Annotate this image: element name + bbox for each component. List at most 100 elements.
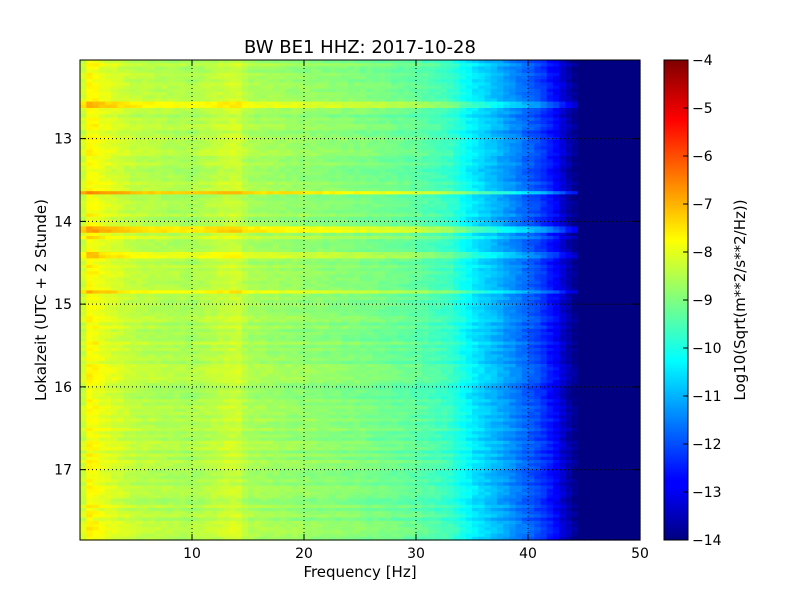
heatmap-cell [552, 111, 560, 115]
heatmap-cell [372, 159, 380, 163]
heatmap-cell [216, 76, 224, 80]
heatmap-cell [571, 88, 579, 93]
heatmap-cell [341, 229, 349, 234]
heatmap-cell [577, 232, 585, 237]
heatmap-cell [434, 159, 442, 163]
heatmap-cell [559, 92, 566, 96]
heatmap-cell [204, 220, 212, 224]
heatmap-cell [372, 162, 380, 167]
heatmap-cell [285, 69, 293, 74]
heatmap-cell [279, 168, 286, 173]
heatmap-cell [142, 165, 150, 170]
heatmap-cell [440, 149, 448, 154]
heatmap-cell [490, 220, 498, 224]
heatmap-cell [602, 111, 610, 115]
heatmap-cell [260, 63, 268, 67]
heatmap-cell [341, 159, 349, 163]
heatmap-cell [154, 226, 162, 231]
heatmap-cell [210, 159, 218, 163]
heatmap-cell [490, 152, 498, 157]
heatmap-cell [584, 162, 591, 167]
heatmap-cell [272, 143, 280, 147]
heatmap-cell [478, 200, 486, 205]
heatmap-cell [490, 88, 498, 93]
heatmap-cell [341, 178, 349, 183]
heatmap-cell [515, 149, 523, 154]
heatmap-cell [378, 82, 386, 87]
heatmap-cell [248, 232, 255, 237]
heatmap-cell [210, 143, 218, 147]
heatmap-cell [111, 130, 118, 135]
heatmap-cell [173, 101, 181, 106]
heatmap-cell [297, 236, 305, 240]
heatmap-cell [484, 117, 492, 122]
heatmap-cell [384, 98, 392, 103]
heatmap-cell [540, 210, 548, 215]
heatmap-cell [117, 143, 125, 147]
heatmap-cell [279, 229, 286, 234]
heatmap-cell [596, 104, 604, 109]
heatmap-cell [328, 232, 336, 237]
heatmap-cell [590, 143, 598, 147]
heatmap-cell [627, 104, 635, 109]
heatmap-cell [353, 88, 361, 93]
heatmap-cell [254, 168, 262, 173]
heatmap-cell [210, 98, 218, 103]
heatmap-cell [98, 108, 106, 112]
heatmap-cell [447, 172, 454, 176]
heatmap-cell [136, 216, 143, 221]
heatmap-cell [136, 127, 143, 131]
heatmap-cell [160, 232, 168, 237]
heatmap-cell [397, 143, 405, 147]
heatmap-cell [397, 85, 405, 90]
heatmap-cell [80, 133, 87, 138]
heatmap-cell [360, 204, 367, 208]
heatmap-cell [117, 191, 125, 195]
heatmap-cell [316, 120, 324, 125]
heatmap-cell [515, 181, 523, 186]
heatmap-cell [260, 79, 268, 83]
heatmap-cell [515, 72, 523, 77]
heatmap-cell [416, 120, 423, 125]
heatmap-cell [160, 220, 168, 224]
heatmap-cell [509, 156, 517, 160]
heatmap-cell [98, 140, 106, 144]
heatmap-cell [192, 124, 199, 128]
heatmap-cell [509, 200, 517, 205]
heatmap-cell [540, 178, 548, 183]
heatmap-cell [528, 232, 535, 237]
heatmap-cell [384, 213, 392, 218]
heatmap-cell [223, 127, 230, 131]
heatmap-cell [472, 140, 479, 144]
heatmap-cell [328, 101, 336, 106]
heatmap-cell [341, 76, 349, 80]
heatmap-cell [633, 104, 641, 109]
heatmap-cell [142, 111, 150, 115]
heatmap-cell [422, 188, 430, 192]
heatmap-cell [167, 146, 174, 151]
heatmap-cell [447, 140, 454, 144]
heatmap-cell [291, 168, 299, 173]
heatmap-cell [534, 130, 542, 135]
heatmap-cell [615, 152, 622, 157]
heatmap-cell [192, 127, 199, 131]
heatmap-cell [403, 117, 411, 122]
heatmap-cell [310, 101, 318, 106]
heatmap-cell [142, 66, 150, 71]
heatmap-cell [596, 85, 604, 90]
heatmap-cell [347, 236, 355, 240]
heatmap-cell [192, 197, 199, 202]
heatmap-cell [80, 140, 87, 144]
heatmap-cell [360, 72, 367, 77]
heatmap-cell [521, 223, 529, 227]
heatmap-cell [534, 172, 542, 176]
heatmap-cell [173, 159, 181, 163]
heatmap-cell [391, 140, 398, 144]
heatmap-cell [223, 188, 230, 192]
heatmap-cell [428, 130, 436, 135]
heatmap-cell [546, 178, 554, 183]
heatmap-cell [241, 168, 249, 173]
heatmap-cell [198, 149, 206, 154]
heatmap-cell [546, 133, 554, 138]
heatmap-cell [111, 168, 118, 173]
